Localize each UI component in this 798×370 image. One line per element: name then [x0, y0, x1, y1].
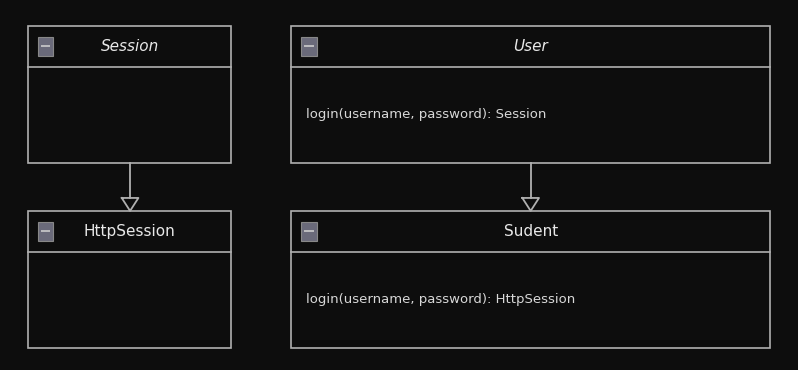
Text: login(username, password): HttpSession: login(username, password): HttpSession: [306, 293, 575, 306]
Bar: [301, 222, 317, 241]
Text: Sudent: Sudent: [504, 224, 558, 239]
Text: User: User: [513, 39, 548, 54]
Bar: [301, 37, 317, 56]
Bar: [38, 222, 53, 241]
Bar: [291, 26, 770, 163]
Text: HttpSession: HttpSession: [84, 224, 176, 239]
Text: Session: Session: [101, 39, 159, 54]
Text: login(username, password): Session: login(username, password): Session: [306, 108, 546, 121]
Bar: [28, 211, 231, 348]
Bar: [291, 211, 770, 348]
Bar: [38, 37, 53, 56]
Bar: [28, 26, 231, 163]
